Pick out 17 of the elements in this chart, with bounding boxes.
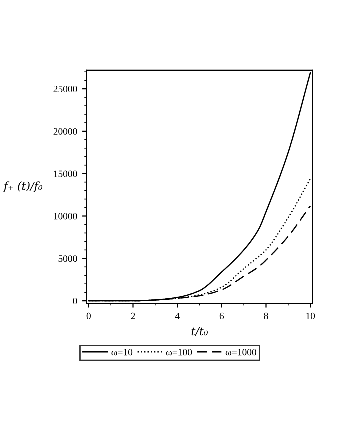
x-axis-title: t/t₀ <box>192 327 208 336</box>
x-tick-label: 6 <box>220 312 224 320</box>
legend-label: ω=1000 <box>226 349 256 356</box>
y-axis-title: f₊ (t)/f₀ <box>3 182 43 192</box>
legend-label: ω=10 <box>112 349 133 356</box>
x-tick-label: 10 <box>306 312 316 320</box>
x-tick-label: 4 <box>175 312 180 320</box>
x-tick-label: 0 <box>86 312 91 320</box>
y-tick-label: 10000 <box>54 213 78 220</box>
legend-label: ω=100 <box>166 349 192 356</box>
y-tick-label: 25000 <box>54 86 78 93</box>
x-tick-label: 2 <box>131 312 136 320</box>
y-tick-label: 0 <box>73 298 78 305</box>
y-tick-label: 15000 <box>54 170 78 178</box>
y-tick-label: 20000 <box>54 128 78 135</box>
y-tick-label: 5000 <box>58 256 78 262</box>
x-tick-label: 8 <box>264 312 268 320</box>
